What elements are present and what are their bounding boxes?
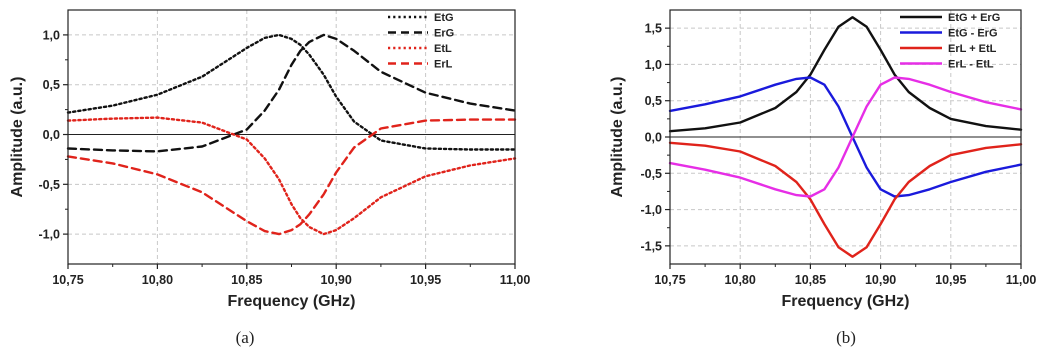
x-tick-label: 10,95 <box>410 273 441 287</box>
legend-label: EtG <box>434 12 454 24</box>
x-tick-label: 11,00 <box>1006 273 1037 287</box>
y-tick-label: -1,0 <box>38 228 60 242</box>
x-tick-label: 10,75 <box>654 273 685 287</box>
legend-label: ErL + EtL <box>948 43 997 55</box>
series-line-erg <box>66 33 517 153</box>
series-line-etg-erg <box>668 16 1023 133</box>
chart-caption: (a) <box>236 328 255 347</box>
x-tick-label: 10,85 <box>231 273 262 287</box>
chart-caption: (b) <box>836 328 856 347</box>
x-tick-label: 10,95 <box>935 273 966 287</box>
legend-label: ErL <box>434 59 453 71</box>
x-axis-label: Frequency (GHz) <box>227 293 355 310</box>
series-line-etg <box>66 33 517 151</box>
y-axis-label: Amplitude (a.u.) <box>9 77 26 198</box>
x-tick-label: 10,90 <box>321 273 352 287</box>
series-line-erl-etl <box>668 141 1023 258</box>
x-tick-label: 10,80 <box>142 273 173 287</box>
y-axis-label: Amplitude (a.u.) <box>609 77 626 198</box>
series-line-erl-etl <box>668 76 1023 198</box>
chart-a: 10,75 10,80 10,85 10,90 10,95 11,00 -1,0 -0,5 0,… <box>9 9 531 347</box>
x-axis-label: Frequency (GHz) <box>781 293 909 310</box>
y-tick-label: 0,0 <box>43 128 60 142</box>
legend-label: ErG <box>434 28 454 40</box>
y-tick-label: 1,0 <box>43 28 60 42</box>
legend-label: EtG - ErG <box>948 28 998 40</box>
y-tick-label: 1,0 <box>645 58 662 72</box>
series-line-etl <box>66 116 517 236</box>
y-tick-label: 0,0 <box>645 131 662 145</box>
x-tick-label: 10,90 <box>865 273 896 287</box>
y-tick-label: -1,0 <box>640 203 662 217</box>
chart-b: 10,75 10,80 10,85 10,90 10,95 11,00 -1,5 -1,0 -0… <box>609 9 1037 347</box>
legend-label: ErL - EtL <box>948 59 994 71</box>
x-tick-label: 10,75 <box>52 273 83 287</box>
series-line-erl <box>66 118 517 236</box>
y-tick-label: -1,5 <box>640 239 662 253</box>
x-tick-label: 11,00 <box>500 273 531 287</box>
y-tick-label: -0,5 <box>640 167 662 181</box>
y-tick-label: 0,5 <box>43 78 60 92</box>
y-tick-label: 0,5 <box>645 94 662 108</box>
y-tick-label: 1,5 <box>645 22 662 36</box>
x-tick-label: 10,80 <box>725 273 756 287</box>
legend-label: EtL <box>434 43 452 55</box>
x-tick-label: 10,85 <box>795 273 826 287</box>
y-tick-label: -0,5 <box>38 178 60 192</box>
legend-label: EtG + ErG <box>948 12 1000 24</box>
